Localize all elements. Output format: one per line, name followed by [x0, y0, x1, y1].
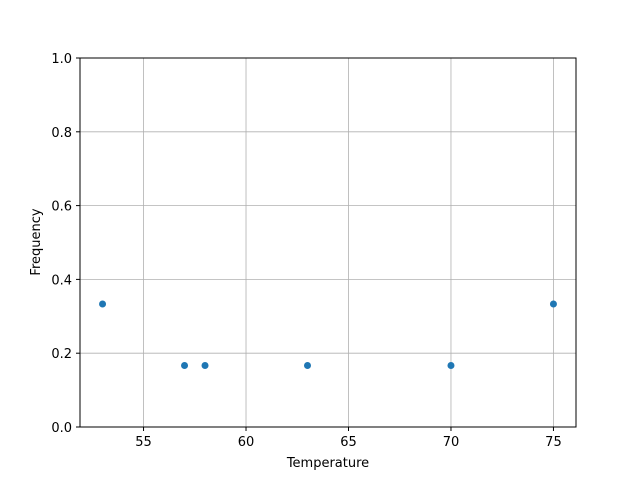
- data-point: [99, 300, 107, 308]
- data-point: [549, 300, 557, 308]
- x-tick-label: 75: [545, 435, 562, 450]
- y-tick-label: 0.0: [51, 421, 72, 436]
- data-point: [304, 361, 312, 369]
- ticks: 55 60 65 70 75 0.0 0.2 0.4 0.6 0.8 1.0: [51, 52, 561, 450]
- points: [99, 300, 557, 369]
- y-tick-label: 1.0: [51, 52, 72, 67]
- y-tick-label: 0.8: [51, 126, 72, 141]
- x-tick-label: 55: [135, 435, 152, 450]
- y-tick-label: 0.6: [51, 200, 72, 215]
- y-tick-label: 0.4: [51, 273, 72, 288]
- x-tick-label: 60: [238, 435, 255, 450]
- y-tick-label: 0.2: [51, 347, 72, 362]
- plot-frame: [79, 57, 577, 428]
- x-axis-label: Temperature: [286, 456, 369, 471]
- data-point: [447, 361, 455, 369]
- data-point: [181, 361, 189, 369]
- y-axis-label: Frequency: [29, 208, 44, 275]
- x-tick-label: 70: [443, 435, 460, 450]
- x-tick-label: 65: [340, 435, 357, 450]
- data-point: [201, 361, 209, 369]
- grid: [80, 57, 576, 428]
